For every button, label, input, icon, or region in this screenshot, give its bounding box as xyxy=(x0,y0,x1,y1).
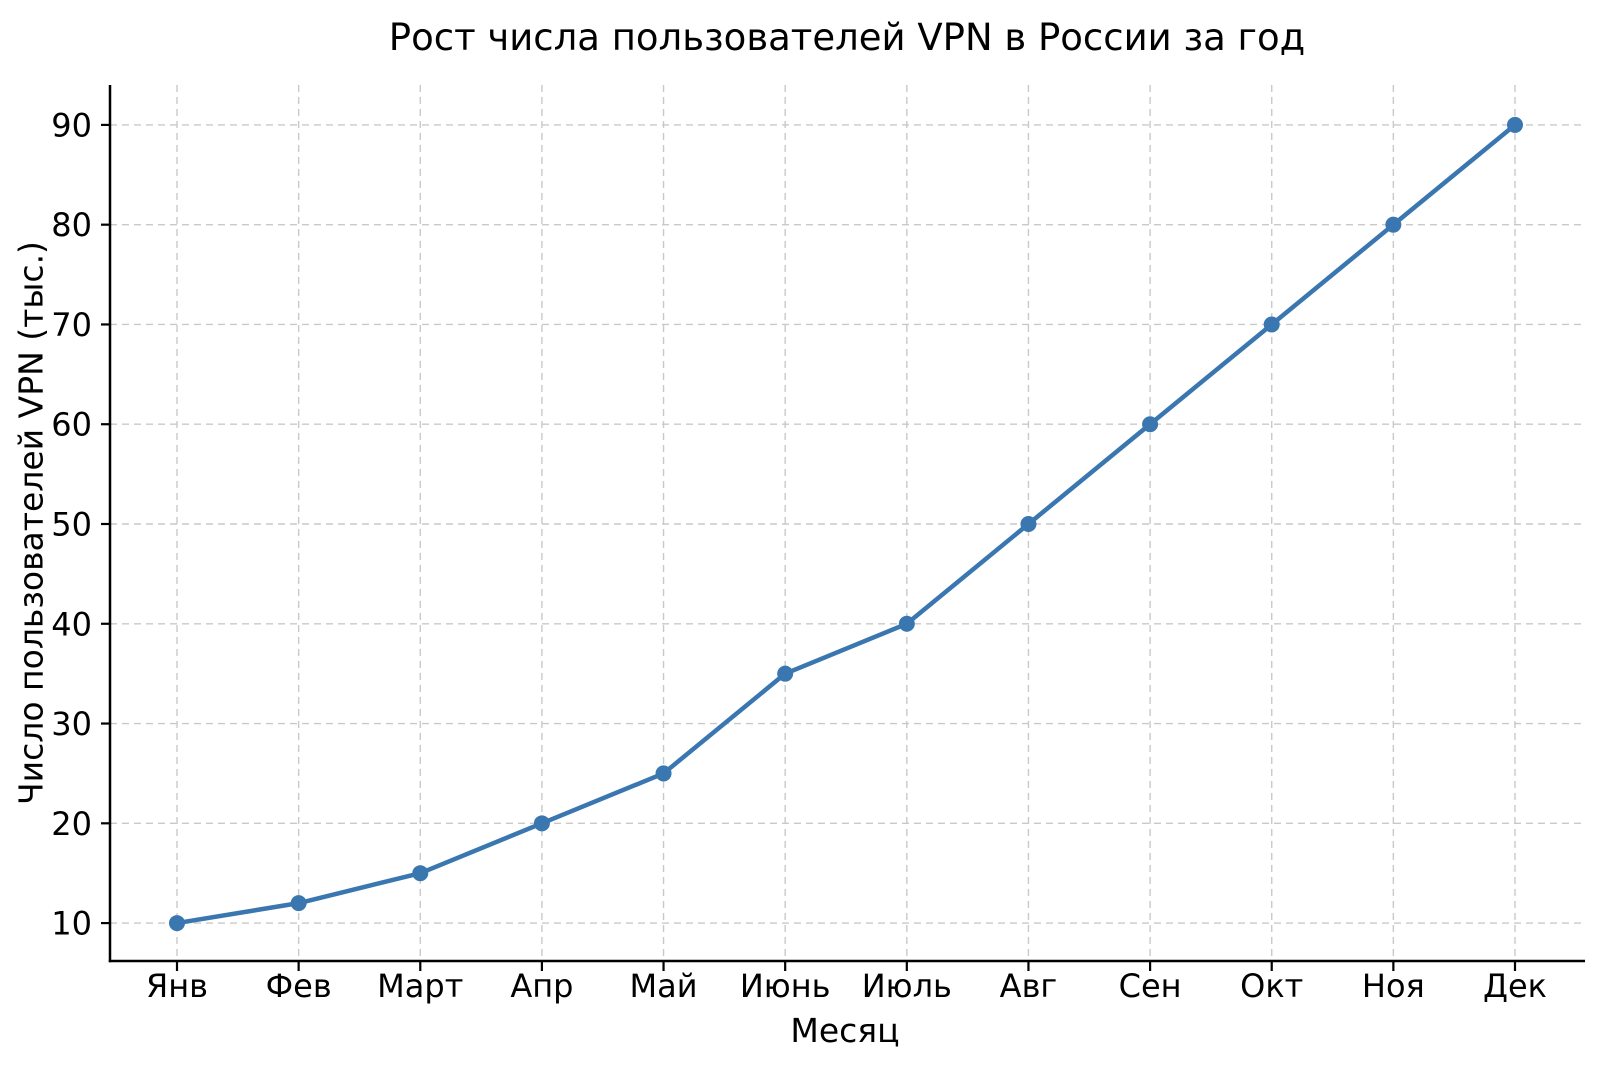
x-tick-label: Сен xyxy=(1119,967,1182,1005)
data-point xyxy=(1263,316,1280,333)
data-point xyxy=(412,865,429,882)
y-tick-label: 80 xyxy=(51,206,92,244)
x-tick-label: Апр xyxy=(510,967,573,1005)
data-point xyxy=(655,765,672,782)
x-tick-label: Авг xyxy=(1000,967,1058,1005)
x-axis-label: Месяц xyxy=(790,1011,900,1050)
x-tick-label: Фев xyxy=(266,967,332,1005)
data-point xyxy=(777,665,794,682)
data-point xyxy=(169,915,185,932)
x-tick-label: Окт xyxy=(1240,967,1303,1005)
y-tick-label: 90 xyxy=(51,106,92,144)
data-point xyxy=(290,895,307,912)
y-tick-label: 50 xyxy=(51,505,92,543)
x-tick-label: Янв xyxy=(146,967,208,1005)
data-point xyxy=(898,615,915,632)
chart-title: Рост числа пользователей VPN в России за… xyxy=(388,16,1306,59)
data-point xyxy=(1507,116,1523,133)
x-tick-label: Май xyxy=(630,967,698,1005)
data-line xyxy=(174,122,1518,926)
data-point xyxy=(533,815,550,832)
data-point xyxy=(1020,515,1037,532)
x-tick-label: Ноя xyxy=(1362,967,1425,1005)
x-tick-label: Июнь xyxy=(740,967,831,1005)
x-tick-label: Март xyxy=(377,967,463,1005)
y-tick-label: 10 xyxy=(51,905,92,943)
y-tick-label: 20 xyxy=(51,805,92,843)
y-tick-label: 70 xyxy=(51,306,92,344)
y-tick-label: 60 xyxy=(51,406,92,444)
x-tick-label: Июль xyxy=(862,967,952,1005)
data-point xyxy=(1385,216,1402,233)
data-point xyxy=(1142,416,1159,433)
y-tick-label: 40 xyxy=(51,605,92,643)
x-tick-label: Дек xyxy=(1483,967,1547,1005)
y-tick-label: 30 xyxy=(51,705,92,743)
